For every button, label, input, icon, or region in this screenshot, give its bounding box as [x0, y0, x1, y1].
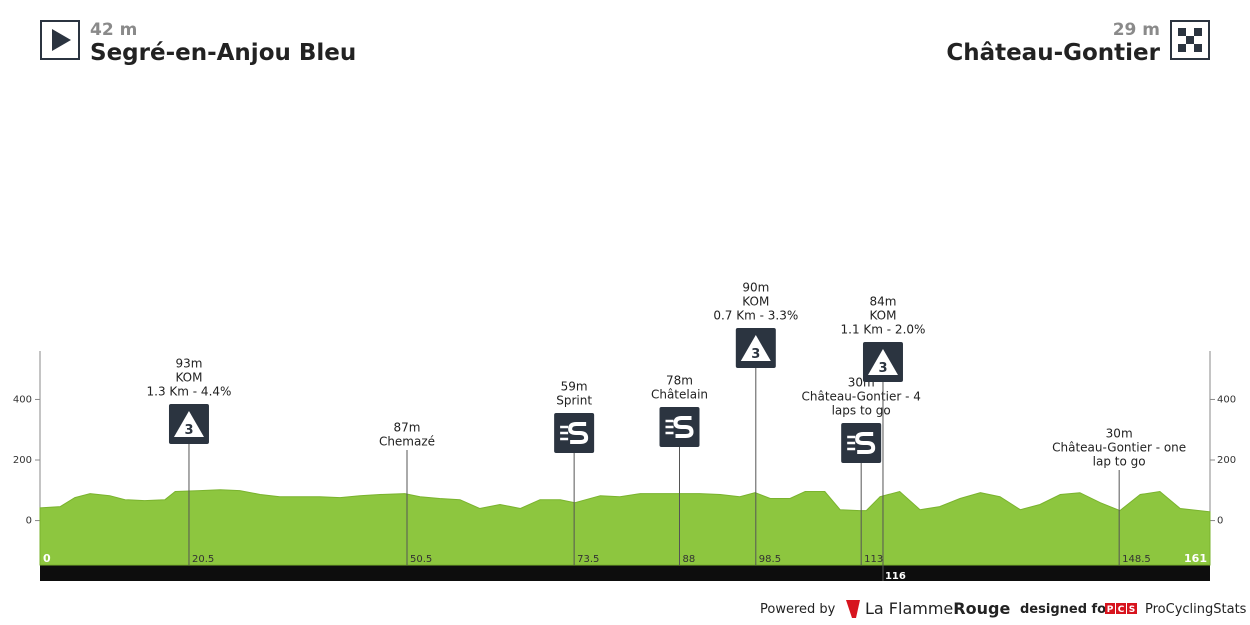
marker-label: 78m	[666, 374, 693, 388]
sprint-icon	[554, 413, 595, 453]
brand-part: La Flamme	[865, 599, 953, 618]
footer-brand: La FlammeRouge	[865, 599, 1010, 618]
sprint-icon	[841, 423, 882, 463]
start-icon	[40, 20, 80, 60]
pcs-letter: S	[1129, 605, 1135, 615]
marker-label: 84m	[869, 295, 896, 309]
sprint-s	[855, 432, 876, 454]
marker-label: Sprint	[556, 394, 592, 408]
kom-icon: 3	[735, 328, 776, 368]
km-bar	[40, 565, 1210, 581]
kom-triangle	[867, 349, 898, 375]
footer-site: ProCyclingStats	[1145, 602, 1247, 617]
kom-icon: 3	[862, 342, 903, 382]
marker-label: 59m	[561, 380, 588, 394]
kom-icon: 3	[168, 404, 209, 444]
y-tick-label: 0	[26, 516, 32, 527]
marker-label: Châtelain	[651, 388, 708, 402]
marker-label: 1.1 Km - 2.0%	[841, 323, 926, 337]
y-tick-label: 0	[1217, 516, 1223, 527]
finish-icon	[1170, 20, 1210, 60]
marker-label: Château-Gontier - one	[1052, 441, 1186, 455]
marker-label: 87m	[394, 421, 421, 435]
kom-triangle	[740, 335, 771, 361]
km-label: 161	[1184, 552, 1207, 565]
marker-label: 90m	[742, 281, 769, 295]
finish-name: Château-Gontier	[946, 40, 1160, 66]
marker-label: Chemazé	[379, 435, 435, 449]
km-label: 98.5	[759, 554, 781, 565]
start-name: Segré-en-Anjou Bleu	[90, 40, 356, 66]
marker-label: laps to go	[832, 404, 891, 418]
km-label: 50.5	[410, 554, 432, 565]
kom-category: 3	[184, 423, 193, 438]
marker-label: 0.7 Km - 3.3%	[713, 309, 798, 323]
marker-label: KOM	[175, 371, 202, 385]
kom-category: 3	[751, 347, 760, 362]
pcs-letter: C	[1118, 605, 1125, 615]
marker-label: lap to go	[1093, 455, 1146, 469]
y-tick-label: 400	[1217, 394, 1236, 405]
finish-elevation: 29 m	[1113, 20, 1160, 40]
pcs-logo: P C S	[1105, 603, 1137, 615]
elevation-area	[39, 489, 1211, 566]
start-elevation: 42 m	[90, 20, 137, 40]
marker-label: 30m	[1106, 427, 1133, 441]
km-label: 88	[683, 554, 696, 565]
footer-powered: Powered by	[760, 602, 836, 617]
pcs-letter: P	[1107, 605, 1114, 615]
marker-label: Château-Gontier - 4	[802, 390, 921, 404]
y-tick-label: 200	[1217, 455, 1236, 466]
km-label: 73.5	[577, 554, 599, 565]
start-arrow	[52, 29, 71, 51]
km-label: 148.5	[1122, 554, 1151, 565]
km-label: 0	[43, 552, 51, 565]
km-label: 20.5	[192, 554, 214, 565]
y-tick-label: 400	[13, 394, 32, 405]
km-label: 113	[864, 554, 883, 565]
brand-part: Rouge	[953, 599, 1010, 618]
kom-category: 3	[878, 361, 887, 376]
y-tick-label: 200	[13, 455, 32, 466]
marker-label: 1.3 Km - 4.4%	[147, 385, 232, 399]
flamme-logo	[846, 600, 860, 618]
km-label: 116	[885, 571, 906, 582]
sprint-s	[568, 422, 589, 444]
marker-label: KOM	[742, 295, 769, 309]
sprint-icon	[659, 407, 700, 447]
sprint-s	[673, 416, 694, 438]
marker-label: 93m	[175, 357, 202, 371]
marker-label: KOM	[869, 309, 896, 323]
kom-triangle	[173, 411, 204, 437]
footer-designed: designed for	[1020, 602, 1113, 617]
